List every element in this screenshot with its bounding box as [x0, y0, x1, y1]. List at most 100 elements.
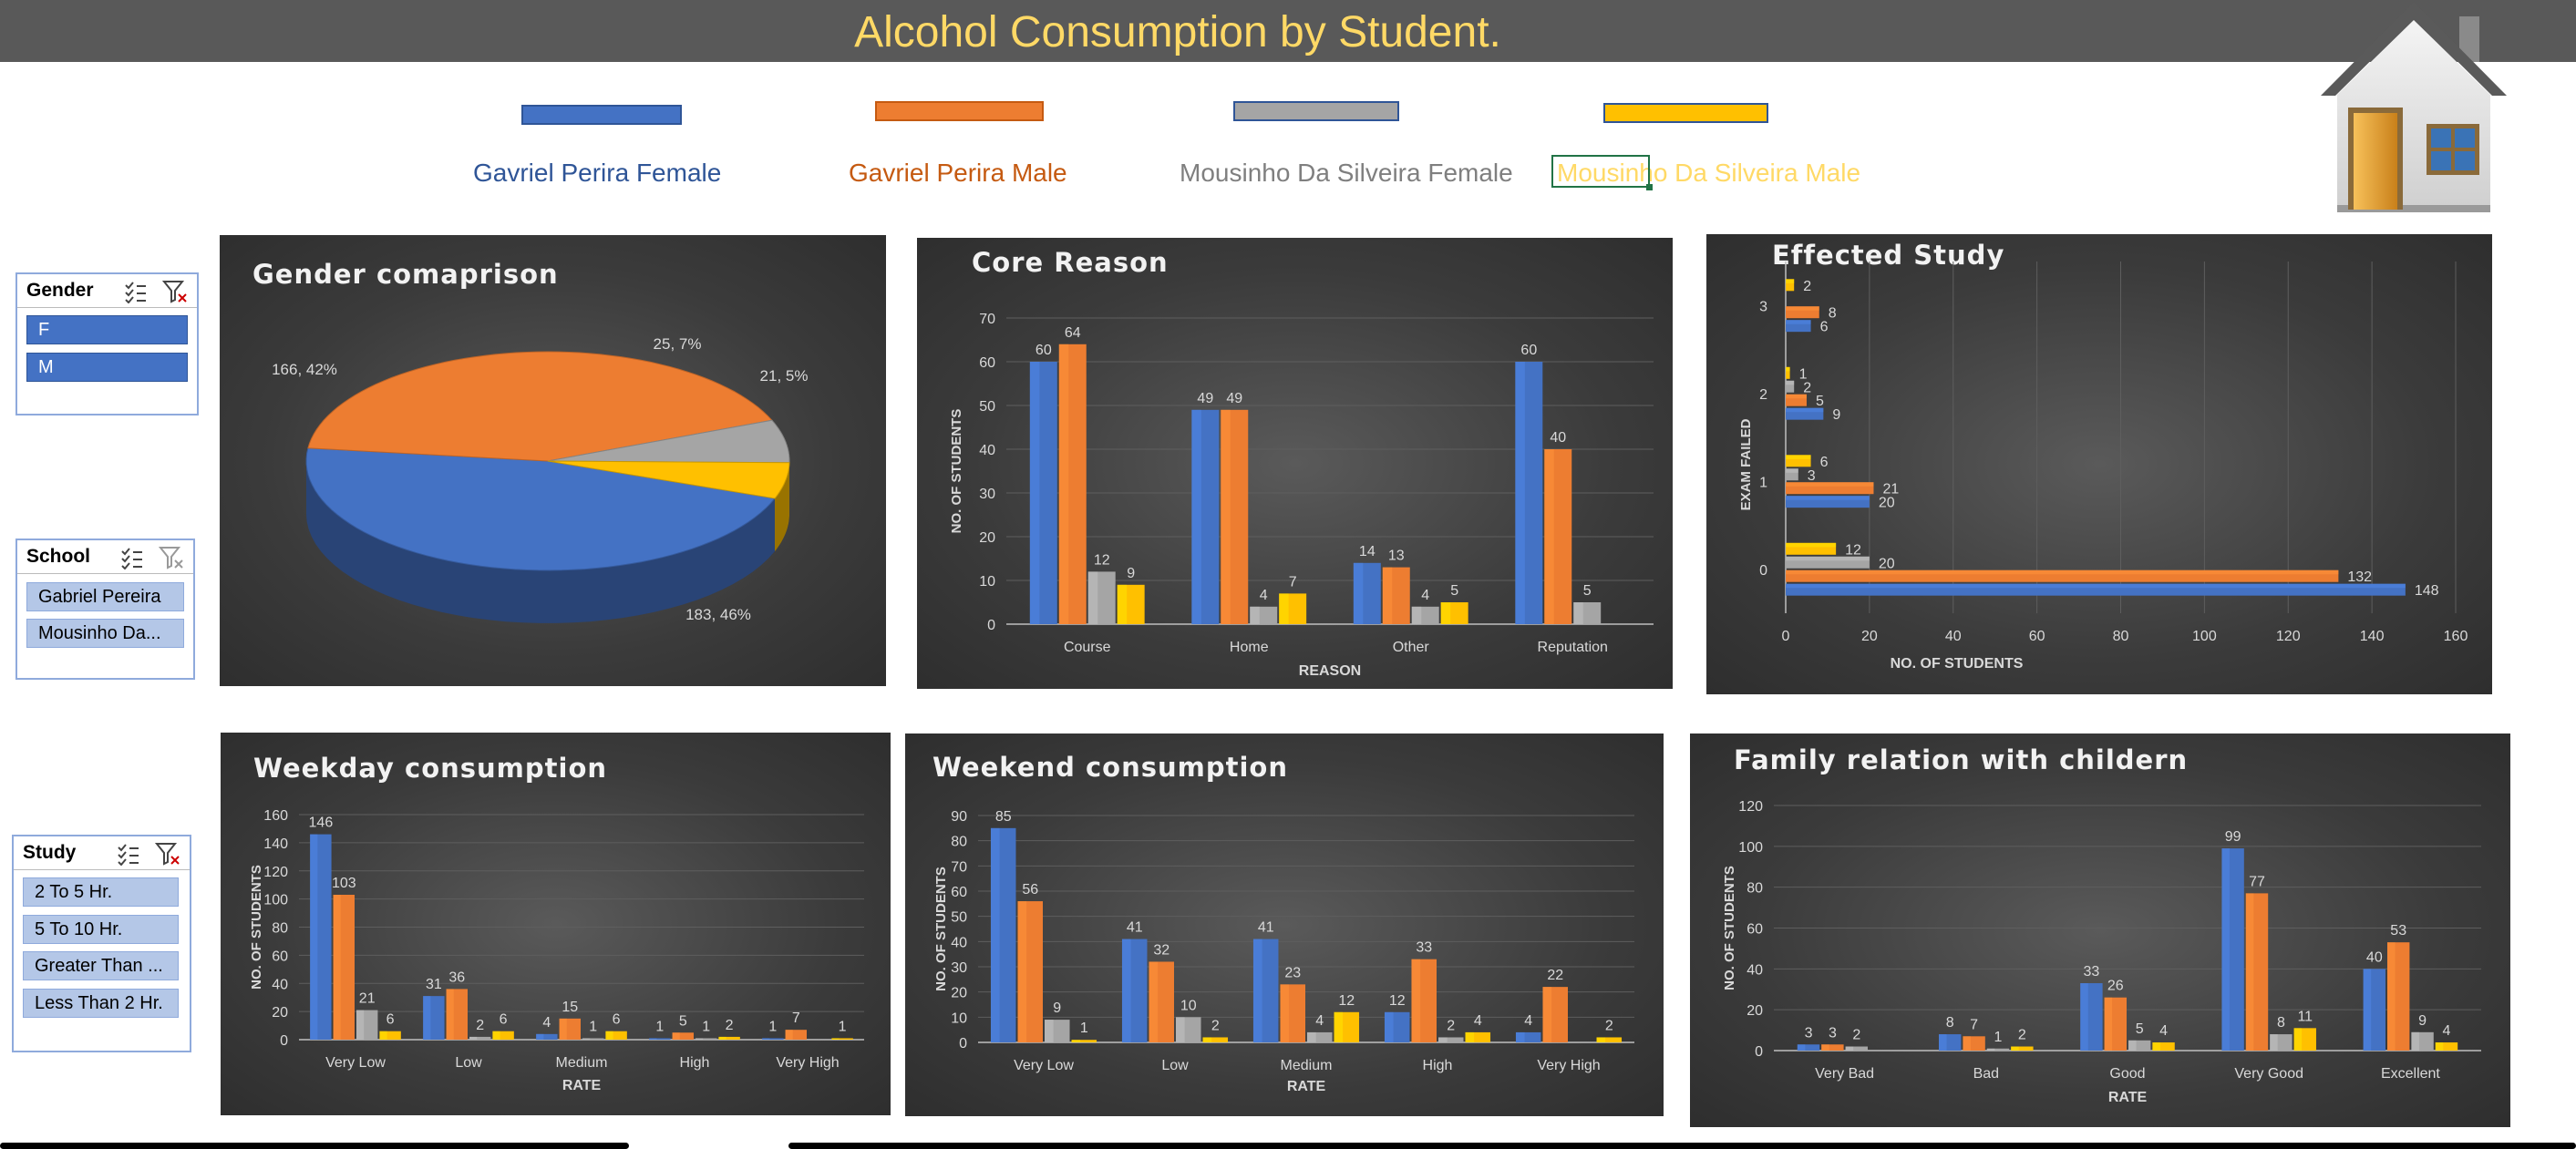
y-tick-label: 80 [272, 921, 288, 937]
clear-filter-icon[interactable] [161, 281, 187, 303]
data-label: 2 [2018, 1028, 2026, 1043]
data-label: 4 [2159, 1023, 2168, 1039]
bar-highlight [1438, 1037, 1448, 1042]
slicer-item-5-to-10[interactable]: 5 To 10 Hr. [23, 915, 179, 944]
bar-highlight [1786, 306, 1819, 311]
bar-highlight [1515, 1031, 1525, 1042]
pie-data-label: 183, 46% [685, 606, 751, 623]
data-label: 5 [1450, 583, 1458, 599]
data-label: 5 [1816, 394, 1824, 409]
data-label: 13 [1388, 549, 1405, 564]
data-label: 1 [1799, 366, 1808, 382]
bar-highlight [1786, 583, 2406, 589]
x-tick-label: Excellent [2381, 1066, 2440, 1082]
bar [785, 1030, 807, 1040]
study-slicer[interactable]: Study 2 To 5 Hr. 5 To 10 Hr. Greater Tha… [12, 835, 191, 1052]
slicer-title: School [26, 546, 91, 567]
clear-filter-icon[interactable] [154, 843, 180, 866]
reason-chart-panel[interactable]: Core Reason 0 10 20 30 40 50 60 70 60 64 12 9 Course… [917, 238, 1673, 689]
slicer-item-mousinho[interactable]: Mousinho Da... [26, 619, 184, 648]
y-tick-label: 40 [272, 977, 288, 992]
school-slicer[interactable]: School Gabriel Pereira Mousinho Da... [15, 539, 195, 680]
x-tick-label: Good [2109, 1066, 2145, 1082]
data-label: 1 [702, 1019, 710, 1034]
bar-highlight [1307, 1031, 1316, 1042]
bar [1786, 366, 1790, 379]
multi-select-icon[interactable] [121, 548, 142, 569]
bar [582, 1038, 604, 1040]
slicer-title: Gender [26, 280, 94, 301]
bar [831, 1038, 853, 1040]
page-title: Alcohol Consumption by Student. [854, 8, 1501, 56]
clear-filter-icon[interactable] [158, 547, 183, 569]
data-label: 7 [1970, 1017, 1978, 1032]
y-tick-label: 0 [280, 1033, 288, 1049]
y-tick-label: 0 [959, 1036, 967, 1052]
x-tick-label: Home [1230, 640, 1269, 655]
data-label: 8 [1829, 306, 1837, 322]
family-chart-panel[interactable]: Family relation with childern 0 20 40 60 80 1… [1690, 734, 2510, 1127]
pie-slice [547, 419, 790, 464]
slicer-item-male[interactable]: M [26, 353, 188, 382]
data-label: 2 [726, 1018, 734, 1033]
slicer-item-2-to-5[interactable]: 2 To 5 Hr. [23, 877, 179, 907]
x-tick-label: High [1423, 1058, 1453, 1073]
x-tick-label: Very Bad [1815, 1066, 1874, 1082]
y-tick-label: 30 [979, 487, 995, 502]
gender-slicer[interactable]: Gender F M [15, 272, 199, 415]
bar-highlight [1963, 1036, 1971, 1051]
weekend-chart-panel[interactable]: Weekend consumption 0 10 20 30 40 50 60 70 80 90 8… [905, 734, 1664, 1116]
bar [1797, 1044, 1820, 1051]
slicer-item-female[interactable]: F [26, 315, 188, 344]
data-label: 103 [332, 876, 356, 891]
multi-select-icon[interactable] [125, 282, 146, 303]
slicer-item-less-than-2[interactable]: Less Than 2 Hr. [23, 989, 179, 1018]
legend-label: Gavriel Perira Female [473, 159, 722, 187]
slicer-item-gabriel-pereira[interactable]: Gabriel Pereira [26, 582, 184, 611]
data-label: 7 [1289, 574, 1297, 590]
study-chart-panel[interactable]: Effected Study 0 20 40 60 80 100 120 140 160 148 1… [1706, 234, 2492, 694]
bar [2435, 1042, 2458, 1051]
bar-highlight [492, 1031, 500, 1040]
y-tick-label: 50 [979, 399, 995, 415]
y-tick-label: 20 [1747, 1003, 1763, 1019]
bar-highlight [1786, 366, 1790, 372]
y-tick-label: 3 [1759, 299, 1767, 314]
bar-highlight [1384, 1011, 1394, 1042]
data-label: 15 [562, 1000, 578, 1015]
bar-highlight [333, 894, 341, 1040]
bar-highlight [2080, 983, 2088, 1051]
weekday-chart-panel[interactable]: Weekday consumption 0 20 40 60 80 100 120 140 16… [221, 733, 891, 1115]
data-label: 2 [476, 1018, 484, 1033]
title-bar: Alcohol Consumption by Student. [0, 0, 2576, 62]
y-tick-label: 20 [272, 1005, 288, 1021]
y-tick-label: 2 [1759, 387, 1767, 403]
slicer-item-greater-than[interactable]: Greater Than ... [23, 951, 179, 980]
data-label: 4 [1260, 588, 1268, 603]
x-tick-label: 140 [2360, 629, 2385, 644]
y-tick-label: 60 [979, 355, 995, 371]
bar-highlight [1465, 1031, 1475, 1042]
bar [1071, 1040, 1097, 1042]
data-label: 21 [1882, 482, 1899, 498]
data-label: 20 [1879, 556, 1895, 571]
y-tick-label: 160 [263, 808, 288, 824]
multi-select-icon[interactable] [118, 844, 139, 866]
data-label: 9 [1053, 1000, 1061, 1016]
data-label: 31 [426, 977, 442, 992]
data-label: 9 [1127, 566, 1135, 581]
x-tick-label: 160 [2444, 629, 2468, 644]
data-label: 8 [1946, 1015, 1954, 1031]
bar-highlight [2152, 1042, 2160, 1051]
x-tick-label: Course [1064, 640, 1111, 655]
x-tick-label: 0 [1782, 629, 1790, 644]
gender-chart-panel[interactable]: Gender comaprison 183, 46% 166, 42% 25, 7%… [220, 235, 886, 686]
data-label: 2 [1803, 279, 1811, 294]
bar-highlight [1411, 959, 1421, 1042]
bar-highlight [1250, 606, 1260, 624]
selected-cell[interactable] [1551, 155, 1653, 190]
y-tick-label: 10 [951, 1011, 967, 1026]
data-label: 21 [359, 991, 376, 1007]
bar-highlight [762, 1038, 770, 1040]
house-icon[interactable] [2301, 0, 2527, 219]
